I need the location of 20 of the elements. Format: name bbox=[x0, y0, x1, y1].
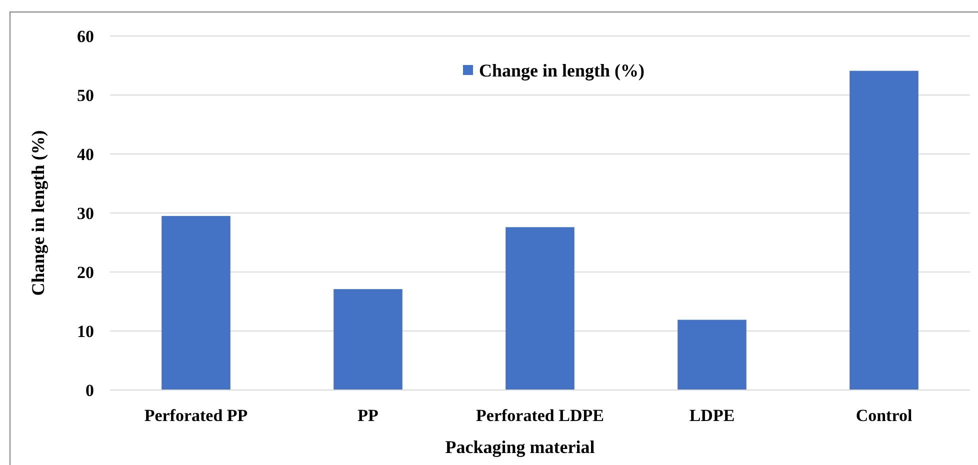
x-tick-label: LDPE bbox=[689, 406, 735, 425]
x-axis-title: Packaging material bbox=[445, 437, 595, 457]
y-tick-label: 50 bbox=[77, 86, 94, 105]
y-tick-label: 30 bbox=[77, 204, 94, 223]
x-tick-label: Control bbox=[856, 406, 912, 425]
x-tick-label: PP bbox=[358, 406, 378, 425]
y-tick-label: 10 bbox=[77, 322, 94, 341]
x-tick-label: Perforated LDPE bbox=[476, 406, 604, 425]
bar bbox=[162, 216, 230, 390]
y-axis-title: Change in length (%) bbox=[28, 130, 48, 296]
x-tick-label: Perforated PP bbox=[144, 406, 248, 425]
legend-label: Change in length (%) bbox=[479, 60, 645, 80]
bar bbox=[678, 320, 746, 390]
y-tick-label: 0 bbox=[86, 380, 94, 400]
bar bbox=[506, 227, 574, 390]
bar bbox=[850, 70, 918, 390]
bar bbox=[334, 289, 402, 390]
y-tick-label: 60 bbox=[77, 26, 94, 46]
y-tick-label: 40 bbox=[77, 144, 94, 164]
y-tick-label: 20 bbox=[77, 262, 94, 282]
